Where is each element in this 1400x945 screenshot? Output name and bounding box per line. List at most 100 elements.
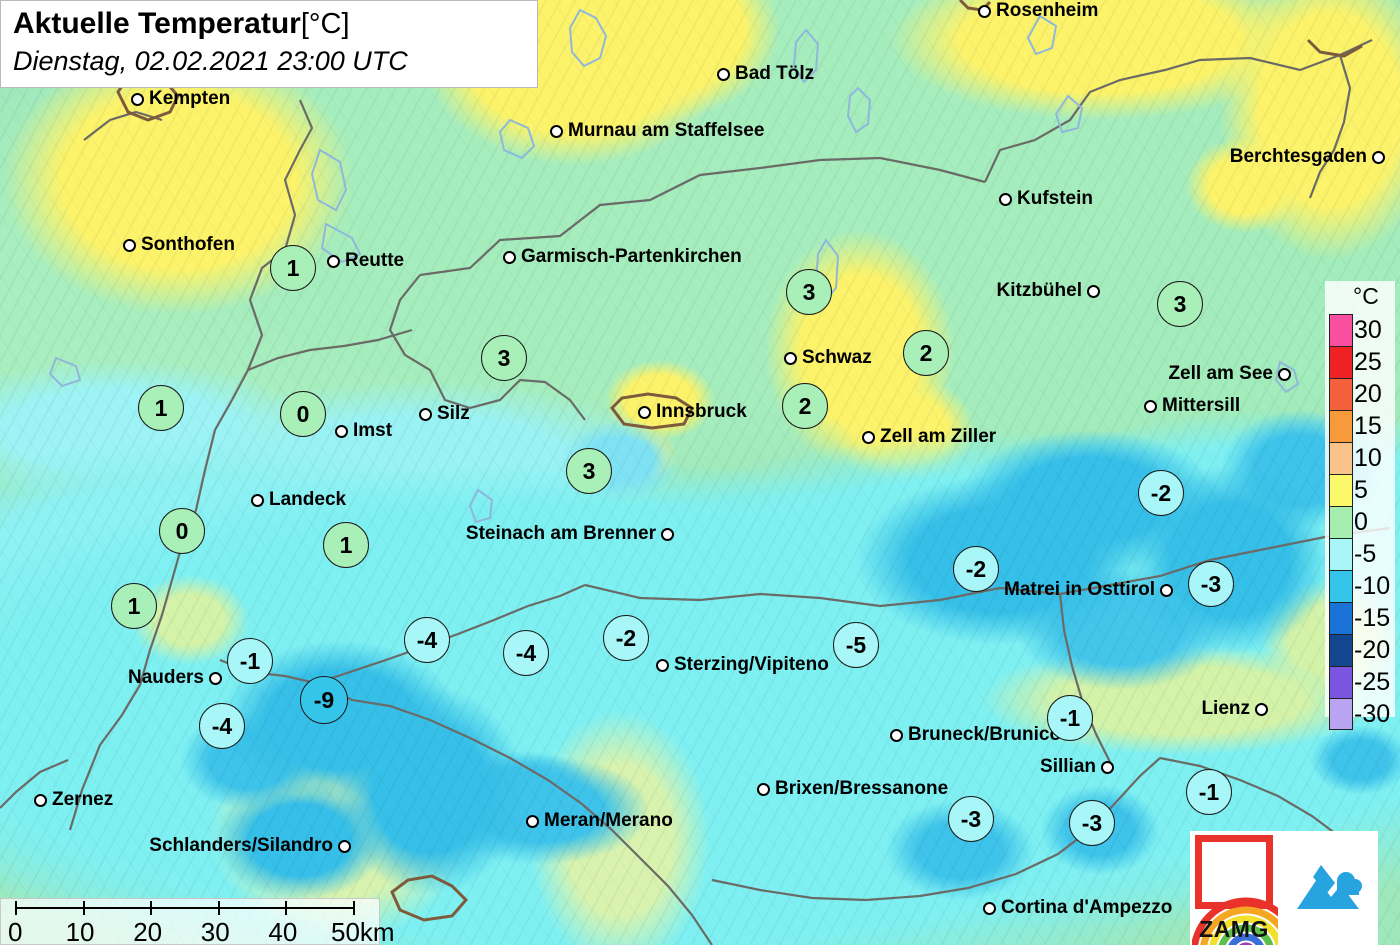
station-temperature-marker[interactable]: 0	[159, 508, 205, 554]
city-dot-icon	[1278, 367, 1291, 381]
colorbar-tick-labels: 30 25 20 15 10 5 0 -5 -10 -15 -20 -25 -30	[1354, 314, 1390, 730]
station-temperature-marker[interactable]: -2	[953, 546, 999, 592]
city-label: Reutte	[345, 250, 405, 271]
city-marker: Brixen/Bressanone	[757, 778, 948, 800]
station-temperature-marker[interactable]: -4	[503, 630, 549, 676]
station-temperature-marker[interactable]: -3	[1069, 800, 1115, 846]
city-dot-icon	[890, 728, 903, 742]
colorbar-swatch--30	[1329, 698, 1353, 730]
scale-label: 40	[268, 917, 298, 945]
city-marker: Kufstein	[999, 188, 1093, 210]
station-temperature-marker[interactable]: -1	[1047, 695, 1093, 741]
scale-bar-line	[15, 907, 353, 909]
station-temperature-marker[interactable]: 3	[566, 448, 612, 494]
city-dot-icon	[526, 814, 539, 828]
colorbar-swatch--25	[1329, 666, 1353, 698]
city-label: Matrei in Osttirol	[1004, 579, 1155, 600]
station-temperature-marker[interactable]: -4	[199, 703, 245, 749]
station-temperature-marker[interactable]: 1	[323, 522, 369, 568]
city-marker: Kitzbühel	[0, 280, 1100, 302]
scale-label: 10	[65, 917, 95, 945]
station-temperature-marker[interactable]: 3	[1157, 281, 1203, 327]
city-label: Sillian	[1040, 756, 1096, 777]
colorbar-label-10: 10	[1354, 444, 1382, 472]
scale-tick	[150, 901, 153, 915]
colorbar-label--30: -30	[1354, 700, 1391, 728]
station-temperature-marker[interactable]: 2	[782, 383, 828, 429]
city-label: Cortina d'Ampezzo	[1001, 897, 1173, 918]
station-temperature-marker[interactable]: 2	[903, 330, 949, 376]
city-dot-icon	[419, 407, 432, 421]
colorbar-label--20: -20	[1354, 636, 1391, 664]
city-label: Bruneck/Brunico	[908, 724, 1062, 745]
title-unit: [°C]	[300, 8, 350, 40]
colorbar-label--10: -10	[1354, 572, 1391, 600]
city-dot-icon	[661, 527, 674, 541]
city-dot-icon	[1372, 150, 1385, 164]
city-marker: Innsbruck	[638, 401, 747, 423]
station-temperature-marker[interactable]: 1	[138, 385, 184, 431]
mountain-cloud-icon	[1297, 865, 1362, 909]
scale-tick	[285, 901, 288, 915]
city-marker: Schwaz	[784, 347, 872, 369]
city-marker: Landeck	[251, 489, 346, 511]
scale-tick	[217, 901, 220, 915]
station-temperature-marker[interactable]: -3	[1188, 561, 1234, 607]
city-dot-icon	[123, 238, 136, 252]
city-label: Zell am See	[1168, 363, 1273, 384]
city-label: Lienz	[1201, 698, 1250, 719]
colorbar-swatch--20	[1329, 634, 1353, 666]
colorbar-label--5: -5	[1354, 540, 1377, 568]
city-dot-icon	[1255, 702, 1268, 716]
city-marker: Mittersill	[1144, 395, 1240, 417]
colorbar-label-5: 5	[1354, 476, 1368, 504]
scale-bar: 0 10 20 30 40 50km	[0, 898, 395, 945]
city-marker: Zell am Ziller	[862, 426, 996, 448]
station-temperature-marker[interactable]: 1	[270, 245, 316, 291]
zamg-logo: ZAMG	[1190, 831, 1278, 945]
city-label: Sonthofen	[141, 234, 235, 255]
map-datetime: Dienstag, 02.02.2021 23:00 UTC	[13, 46, 408, 76]
city-marker: Nauders	[0, 667, 222, 689]
colorbar-label-20: 20	[1354, 380, 1382, 408]
colorbar-label-0: 0	[1354, 508, 1368, 536]
city-dot-icon	[209, 671, 222, 685]
colorbar-label-15: 15	[1354, 412, 1382, 440]
colorbar-swatch-10	[1329, 442, 1353, 474]
station-temperature-marker[interactable]: 3	[481, 335, 527, 381]
colorbar-unit-label: °C	[1353, 283, 1379, 309]
city-label: Zernez	[52, 789, 114, 810]
colorbar-label-25: 25	[1354, 348, 1382, 376]
city-label: Kufstein	[1017, 188, 1093, 209]
station-temperature-marker[interactable]: -2	[603, 615, 649, 661]
city-marker: Kempten	[131, 88, 230, 110]
scale-bar-labels: 0 10 20 30 40 50km	[1, 917, 395, 945]
city-label: Landeck	[269, 489, 347, 510]
city-label: Imst	[353, 420, 393, 441]
scale-label: 0	[8, 917, 23, 945]
city-dot-icon	[503, 250, 516, 264]
city-label: Rosenheim	[996, 0, 1099, 21]
city-dot-icon	[757, 782, 770, 796]
city-label: Meran/Merano	[544, 810, 673, 831]
station-temperature-marker[interactable]: -2	[1138, 470, 1184, 516]
station-temperature-marker[interactable]: -9	[300, 676, 348, 724]
station-temperature-marker[interactable]: -4	[404, 617, 450, 663]
colorbar-swatch--5	[1329, 538, 1353, 570]
station-temperature-marker[interactable]: -1	[227, 638, 273, 684]
city-marker: Imst	[335, 420, 392, 442]
station-temperature-marker[interactable]: 3	[786, 269, 832, 315]
city-marker: Sonthofen	[123, 234, 235, 256]
station-temperature-marker[interactable]: 1	[111, 583, 157, 629]
map-title-box: Aktuelle Temperatur[°C] Dienstag, 02.02.…	[0, 0, 538, 88]
city-dot-icon	[1144, 399, 1157, 413]
station-temperature-marker[interactable]: -5	[833, 622, 879, 668]
station-temperature-marker[interactable]: 0	[280, 391, 326, 437]
logo-bar: ZAMG	[1190, 831, 1378, 945]
station-temperature-marker[interactable]: -3	[948, 796, 994, 842]
city-label: Kitzbühel	[996, 280, 1083, 301]
city-marker: Zell am See	[0, 363, 1291, 385]
station-temperature-marker[interactable]: -1	[1186, 769, 1232, 815]
city-dot-icon	[999, 192, 1012, 206]
city-marker: Sillian	[0, 756, 1114, 778]
